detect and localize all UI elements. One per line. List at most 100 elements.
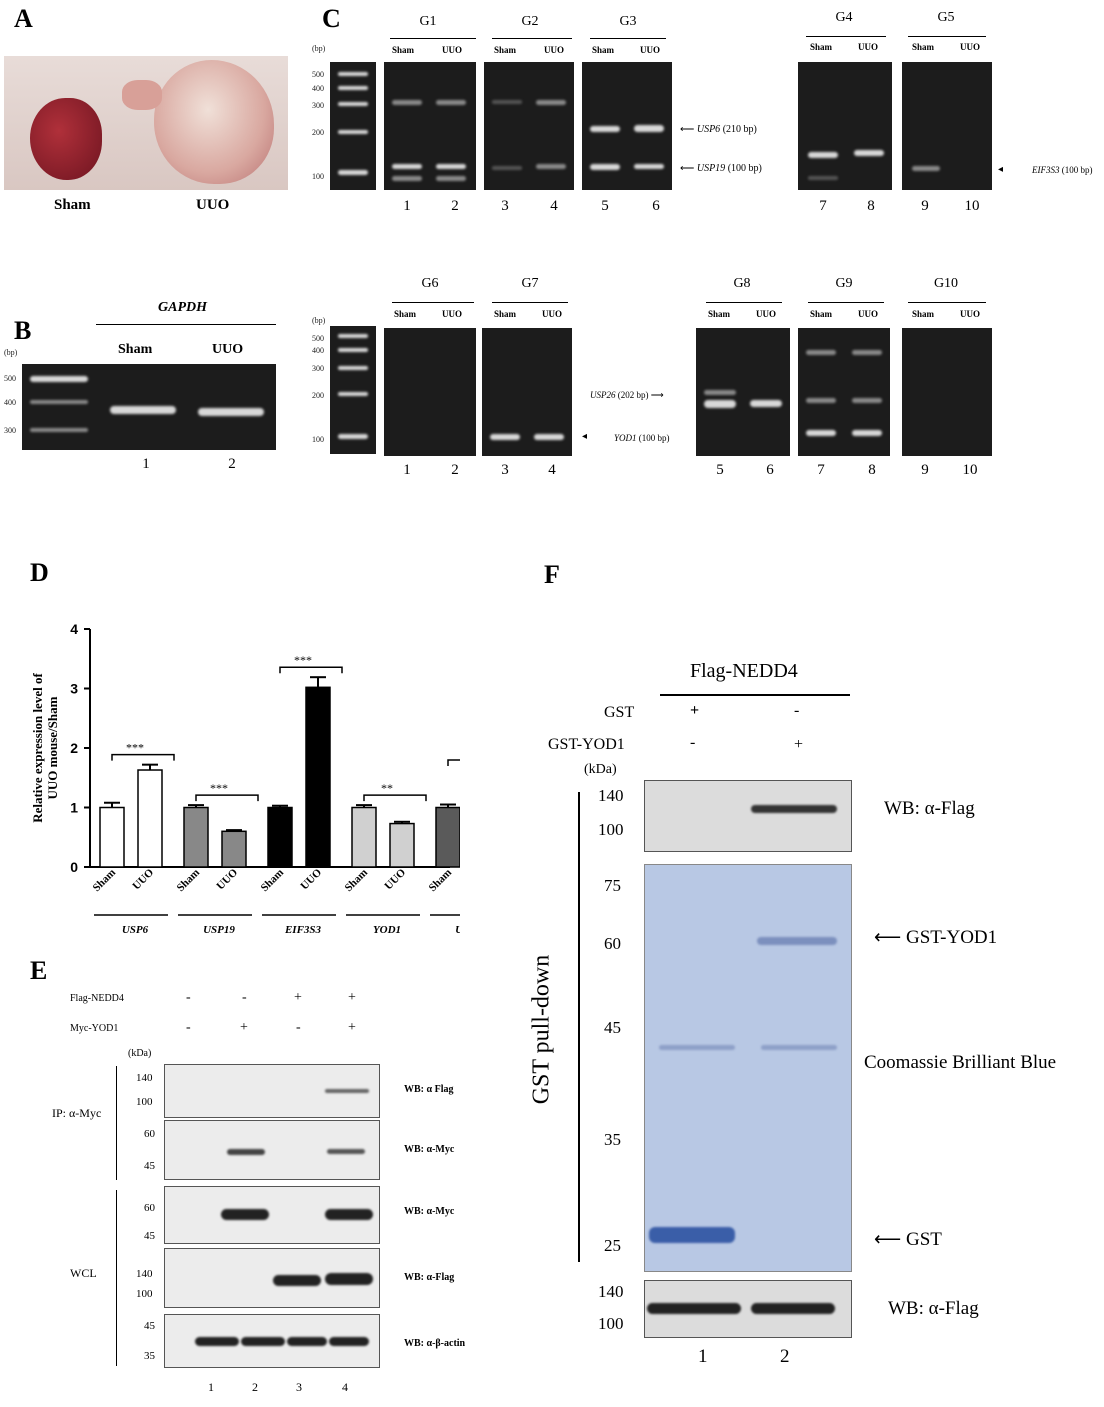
uuo-kidney	[154, 60, 274, 184]
c-g8-gel	[696, 328, 790, 456]
c-ann-eif3s3-arrow: ◂	[998, 164, 1004, 175]
c1-lane-2: 2	[451, 198, 459, 214]
y-tick-label: 1	[70, 800, 78, 816]
panel-label-d: D	[30, 558, 49, 587]
significance-bracket	[279, 666, 343, 674]
c-g6-line	[392, 302, 474, 303]
e-b5-label: WB: α-β-actin	[404, 1338, 466, 1349]
e-b5-k2: 35	[144, 1350, 155, 1362]
significance-bracket	[195, 794, 259, 802]
e-blot-3	[164, 1186, 380, 1244]
c-g2-line	[492, 38, 572, 39]
e-r1-v2: -	[242, 990, 247, 1005]
c-g9-sham: Sham	[810, 309, 833, 319]
c-ann-usp26: USP26 (202 bp) ⟶	[590, 390, 664, 400]
e-b3-k1: 60	[144, 1202, 155, 1214]
y-tick-label: 0	[70, 859, 78, 875]
c1-lane-6: 6	[652, 198, 660, 214]
panel-label-c: C	[322, 4, 341, 33]
c1-lane-7: 7	[819, 198, 827, 214]
b-lane-2: 2	[228, 456, 236, 472]
b-ladder-300: 300	[4, 426, 16, 435]
e-lane-2: 2	[252, 1380, 258, 1394]
significance-bracket	[111, 753, 175, 761]
c2-lane-2: 2	[451, 462, 459, 478]
c-g2-uuo: UUO	[544, 45, 564, 55]
bar-YOD1-Sham	[351, 806, 377, 868]
c1-l500: 500	[312, 70, 324, 79]
b-ladder-400: 400	[4, 398, 16, 407]
f-g-k35: 35	[604, 1130, 621, 1149]
f-coomassie-gel	[644, 864, 852, 1272]
c1-lane-10: 10	[964, 198, 980, 214]
e-blot-2	[164, 1120, 380, 1180]
f-b2-k2: 100	[598, 1314, 624, 1333]
c-g2-sham: Sham	[494, 45, 517, 55]
x-tick-label: Sham	[175, 867, 203, 895]
c-g6-gel	[384, 328, 476, 456]
c-g5-line	[908, 36, 986, 37]
c-g4-sham: Sham	[810, 42, 833, 52]
c2-lane-10: 10	[962, 462, 978, 478]
f-r1-v1: +	[690, 702, 700, 719]
bar-YOD1-UUO	[389, 822, 415, 868]
panel-label-e: E	[30, 956, 48, 985]
c-g8-sham: Sham	[708, 309, 731, 319]
f-row-gst-yod1: GST-YOD1	[548, 736, 625, 753]
f-arrow-gst: ⟵ GST	[874, 1229, 942, 1250]
x-tick-label: UUO	[382, 866, 408, 892]
c-g4-uuo: UUO	[858, 42, 878, 52]
c-g8: G8	[733, 276, 751, 291]
f-b1-k2: 100	[598, 820, 624, 839]
f-kda: (kDa)	[584, 762, 617, 777]
c-g7-uuo: UUO	[542, 309, 562, 319]
x-tick-label: UUO	[298, 866, 324, 892]
c-g3: G3	[619, 14, 637, 29]
sham-kidney	[30, 98, 102, 180]
c-g9: G9	[835, 276, 853, 291]
e-b2-label: WB: α-Myc	[404, 1144, 455, 1155]
e-b3-label: WB: α-Myc	[404, 1206, 455, 1217]
c-g1: G1	[419, 14, 437, 29]
c2-l100: 100	[312, 435, 324, 444]
x-tick-label: Sham	[259, 867, 287, 895]
c1-l100: 100	[312, 172, 324, 181]
c-g10-sham: Sham	[912, 309, 935, 319]
panel-label-f: F	[544, 560, 560, 589]
f-arrow-gst-yod1: ⟵ GST-YOD1	[874, 927, 998, 948]
y-tick-label: 2	[70, 740, 78, 756]
gapdh-underline	[96, 324, 276, 325]
e-b2-k1: 60	[144, 1128, 155, 1140]
significance-label: ***	[126, 741, 144, 755]
e-b3-k2: 45	[144, 1230, 155, 1242]
e-r2-v4: +	[348, 1020, 356, 1035]
c2-l200: 200	[312, 391, 324, 400]
c-g10: G10	[933, 276, 959, 291]
bar-chart: 0 1 2 3 4 Relative expression level ofUUO mou…	[30, 621, 460, 936]
significance-bracket	[447, 759, 460, 767]
c2-lane-6: 6	[766, 462, 774, 478]
c1-lane-5: 5	[601, 198, 609, 214]
e-ip-label: IP: α-Myc	[52, 1106, 102, 1120]
bar-EIF3S3-Sham	[267, 806, 293, 868]
c-g6: G6	[421, 276, 439, 291]
e-blot-5	[164, 1314, 380, 1368]
c-g1-sham: Sham	[392, 45, 415, 55]
c-g2: G2	[521, 14, 539, 29]
c1-lane-9: 9	[921, 198, 929, 214]
group-label: USP26	[455, 924, 460, 936]
group-label: USP6	[122, 924, 149, 936]
c1-l400: 400	[312, 84, 324, 93]
e-b1-k1: 140	[136, 1072, 153, 1084]
x-tick-label: UUO	[130, 866, 156, 892]
f-blot-2	[644, 1280, 852, 1338]
c2-l400: 400	[312, 346, 324, 355]
c-g7: G7	[521, 276, 539, 291]
e-wcl-label: WCL	[70, 1266, 97, 1280]
c2-lane-4: 4	[548, 462, 556, 478]
c2-l500: 500	[312, 334, 324, 343]
c1-lane-1: 1	[403, 198, 411, 214]
e-blot-1	[164, 1064, 380, 1118]
panel-label-b: B	[14, 316, 32, 345]
e-row-flag-nedd4: Flag-NEDD4	[70, 993, 124, 1004]
